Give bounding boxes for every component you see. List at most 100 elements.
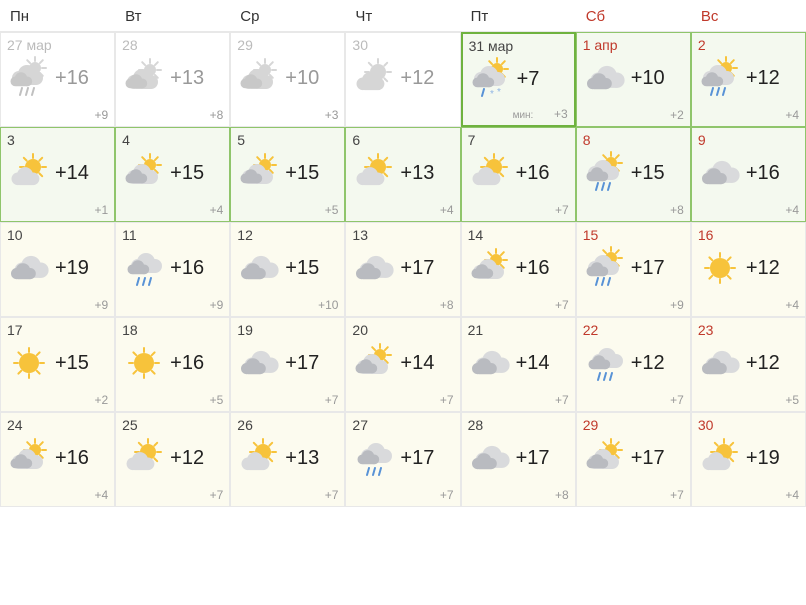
date-label: 19 (237, 322, 338, 338)
day-cell[interactable]: 5 +15+5 (230, 127, 345, 222)
day-cell[interactable]: 20 +14+7 (345, 317, 460, 412)
weather-row: +17 (583, 435, 684, 481)
weather-row: +13 (122, 55, 223, 101)
day-cell[interactable]: 23 +12+5 (691, 317, 806, 412)
date-label: 30 (698, 417, 799, 433)
day-cell[interactable]: 4 +15+4 (115, 127, 230, 222)
cloud-icon (583, 56, 627, 100)
day-cell[interactable]: 31 мар * *+7мин:+3 (461, 32, 576, 127)
day-cell[interactable]: 6 +13 +4 (345, 127, 460, 222)
day-cell[interactable]: 30 +12 (345, 32, 460, 127)
weekday-header: Чт (345, 0, 460, 32)
day-cell[interactable]: 9 +16+4 (691, 127, 806, 222)
weather-row: +16 (122, 340, 223, 386)
date-label: 12 (237, 227, 338, 243)
day-cell[interactable]: 25 +12+7 (115, 412, 230, 507)
temp-low: +8 (210, 108, 224, 122)
temp-high: +16 (55, 447, 89, 470)
day-cell[interactable]: 8 +15+8 (576, 127, 691, 222)
day-cell[interactable]: 29 +17+7 (576, 412, 691, 507)
temp-high: +15 (285, 257, 319, 280)
day-cell[interactable]: 27 +17+7 (345, 412, 460, 507)
weather-row: +19 (7, 245, 108, 291)
day-cell[interactable]: 14 +16+7 (461, 222, 576, 317)
day-cell[interactable]: 7 +16+7 (461, 127, 576, 222)
day-cell[interactable]: 27 мар +16 +9 (0, 32, 115, 127)
min-label: мин: (513, 110, 534, 121)
temp-high: +13 (400, 162, 434, 185)
cloud-icon (237, 246, 281, 290)
day-cell[interactable]: 17+15+2 (0, 317, 115, 412)
day-cell[interactable]: 29 +10+3 (230, 32, 345, 127)
date-label: 6 (352, 132, 453, 148)
partly-icon (237, 436, 281, 480)
day-cell[interactable]: 12 +15+10 (230, 222, 345, 317)
weather-row: +12 (698, 245, 799, 291)
weather-row: +14 (352, 340, 453, 386)
day-cell[interactable]: 15 +17+9 (576, 222, 691, 317)
partly-icon (7, 151, 51, 195)
day-cell[interactable]: 26 +13+7 (230, 412, 345, 507)
date-label: 5 (237, 132, 338, 148)
temp-low: +4 (440, 203, 454, 217)
partly-icon (698, 436, 742, 480)
temp-high: +14 (55, 162, 89, 185)
cloud-sun-rain-icon (698, 56, 742, 100)
day-cell[interactable]: 28 +17+8 (461, 412, 576, 507)
temp-low: +8 (440, 298, 454, 312)
cloud-sun-icon (122, 56, 166, 100)
partly-icon (352, 151, 396, 195)
day-cell[interactable]: 13 +17+8 (345, 222, 460, 317)
weekday-header: Пн (0, 0, 115, 32)
weather-row: * *+7 (469, 56, 568, 102)
day-cell[interactable]: 28 +13+8 (115, 32, 230, 127)
temp-low: +9 (94, 108, 108, 122)
weather-row: +17 (583, 245, 684, 291)
temp-high: +15 (285, 162, 319, 185)
date-label: 28 (468, 417, 569, 433)
day-cell[interactable]: 30 +19+4 (691, 412, 806, 507)
cloud-icon (698, 341, 742, 385)
sun-icon (7, 341, 51, 385)
day-cell[interactable]: 16+12+4 (691, 222, 806, 317)
temp-high: +17 (631, 257, 665, 280)
day-cell[interactable]: 10 +19+9 (0, 222, 115, 317)
cloud-rain-icon (352, 436, 396, 480)
weather-row: +16 (7, 55, 108, 101)
temp-high: +10 (631, 67, 665, 90)
partly-icon (122, 436, 166, 480)
day-cell[interactable]: 22 +12+7 (576, 317, 691, 412)
temp-low: +7 (325, 488, 339, 502)
weather-row: +12 (698, 55, 799, 101)
cloud-sun-icon (122, 151, 166, 195)
temp-low: +7 (440, 393, 454, 407)
day-cell[interactable]: 24 +16+4 (0, 412, 115, 507)
day-cell[interactable]: 11 +16+9 (115, 222, 230, 317)
day-cell[interactable]: 1 апр +10+2 (576, 32, 691, 127)
partly-icon (468, 151, 512, 195)
temp-high: +17 (285, 352, 319, 375)
temp-high: +16 (170, 257, 204, 280)
cloud-rain-icon (583, 341, 627, 385)
day-cell[interactable]: 3 +14+1 (0, 127, 115, 222)
weather-row: +16 (122, 245, 223, 291)
temp-low: +5 (785, 393, 799, 407)
day-cell[interactable]: 21 +14+7 (461, 317, 576, 412)
date-label: 27 мар (7, 37, 108, 53)
date-label: 14 (468, 227, 569, 243)
date-label: 9 (698, 132, 799, 148)
temp-high: +13 (170, 67, 204, 90)
date-label: 15 (583, 227, 684, 243)
date-label: 29 (583, 417, 684, 433)
date-label: 8 (583, 132, 684, 148)
day-cell[interactable]: 18+16+5 (115, 317, 230, 412)
svg-text:*: * (490, 89, 494, 100)
weather-row: +17 (352, 245, 453, 291)
weather-row: +15 (237, 245, 338, 291)
cloud-sun-rain-icon (583, 151, 627, 195)
date-label: 17 (7, 322, 108, 338)
date-label: 3 (7, 132, 108, 148)
day-cell[interactable]: 19 +17+7 (230, 317, 345, 412)
date-label: 16 (698, 227, 799, 243)
day-cell[interactable]: 2 +12+4 (691, 32, 806, 127)
